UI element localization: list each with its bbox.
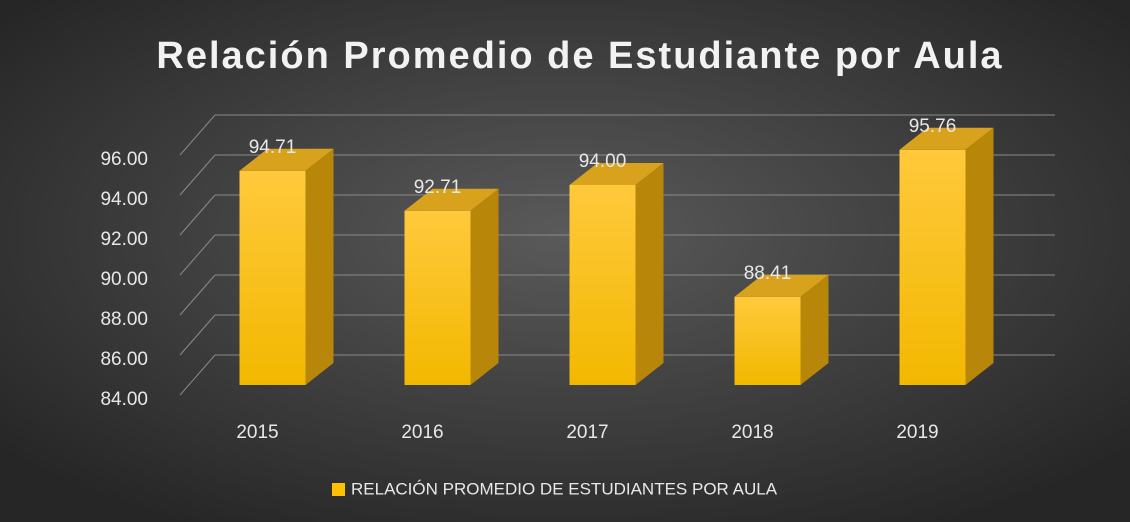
bar-top	[899, 127, 994, 150]
x-tick-label: 2018	[731, 422, 773, 443]
data-label: 94.71	[249, 137, 297, 158]
legend-swatch	[332, 483, 345, 496]
y-tick-label: 90.00	[100, 269, 148, 290]
grid-line-depth	[179, 194, 216, 236]
grid-line-depth	[179, 234, 216, 276]
grid-line-depth	[179, 354, 216, 396]
bar-side	[635, 163, 664, 385]
bar	[734, 296, 801, 385]
grid-line-depth	[179, 114, 216, 156]
y-tick-label: 86.00	[100, 349, 148, 370]
grid-line-depth	[179, 154, 216, 196]
grid-line-depth	[179, 314, 216, 356]
data-label: 92.71	[414, 177, 462, 198]
x-tick-label: 2019	[896, 422, 938, 443]
data-label: 95.76	[909, 116, 957, 137]
bar-side	[800, 274, 829, 385]
data-label: 94.00	[579, 151, 627, 172]
bar-side	[470, 188, 499, 385]
bar-top	[569, 163, 664, 185]
x-tick-label: 2017	[566, 422, 608, 443]
bar-top	[404, 188, 499, 211]
y-tick-label: 88.00	[100, 309, 148, 330]
x-tick-label: 2015	[236, 422, 278, 443]
bar	[404, 210, 471, 385]
y-tick-label: 92.00	[100, 229, 148, 250]
legend-label: RELACIÓN PROMEDIO DE ESTUDIANTES POR AUL…	[351, 479, 778, 498]
bar-side	[965, 127, 994, 386]
data-label: 88.41	[744, 263, 792, 284]
bar	[239, 170, 306, 385]
bar-side	[305, 148, 334, 385]
bar	[899, 149, 966, 385]
chart-title: Relación Promedio de Estudiante por Aula	[156, 35, 1003, 77]
bar-top	[239, 148, 334, 171]
y-tick-label: 84.00	[100, 389, 148, 410]
bar-top	[734, 274, 829, 297]
y-tick-label: 96.00	[100, 149, 148, 170]
grid-line-depth	[179, 274, 216, 316]
x-tick-label: 2016	[401, 422, 443, 443]
y-tick-label: 94.00	[100, 189, 148, 210]
bar	[569, 185, 636, 385]
